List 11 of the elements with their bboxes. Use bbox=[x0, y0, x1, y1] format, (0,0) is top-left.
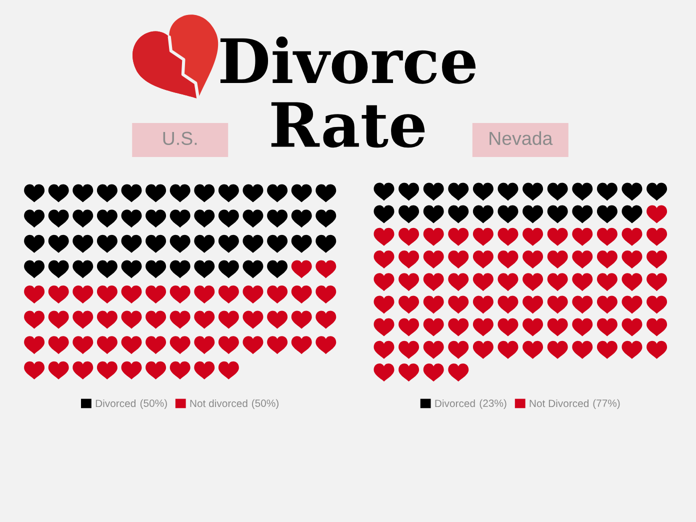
data-label: (77%) bbox=[593, 399, 620, 409]
text: U.S. bbox=[163, 132, 197, 146]
data-label: (23%) bbox=[480, 399, 506, 409]
data-label: (50%) bbox=[252, 399, 278, 409]
data-label: (50%) bbox=[140, 399, 167, 409]
legend-label: Divorced bbox=[96, 399, 136, 408]
text: Nevada bbox=[490, 131, 553, 146]
legend-label: Not Divorced bbox=[530, 399, 589, 408]
legend-label: Not divorced bbox=[190, 399, 248, 408]
legend-label: Divorced bbox=[435, 399, 475, 408]
text: Divorce Rate bbox=[220, 36, 476, 148]
